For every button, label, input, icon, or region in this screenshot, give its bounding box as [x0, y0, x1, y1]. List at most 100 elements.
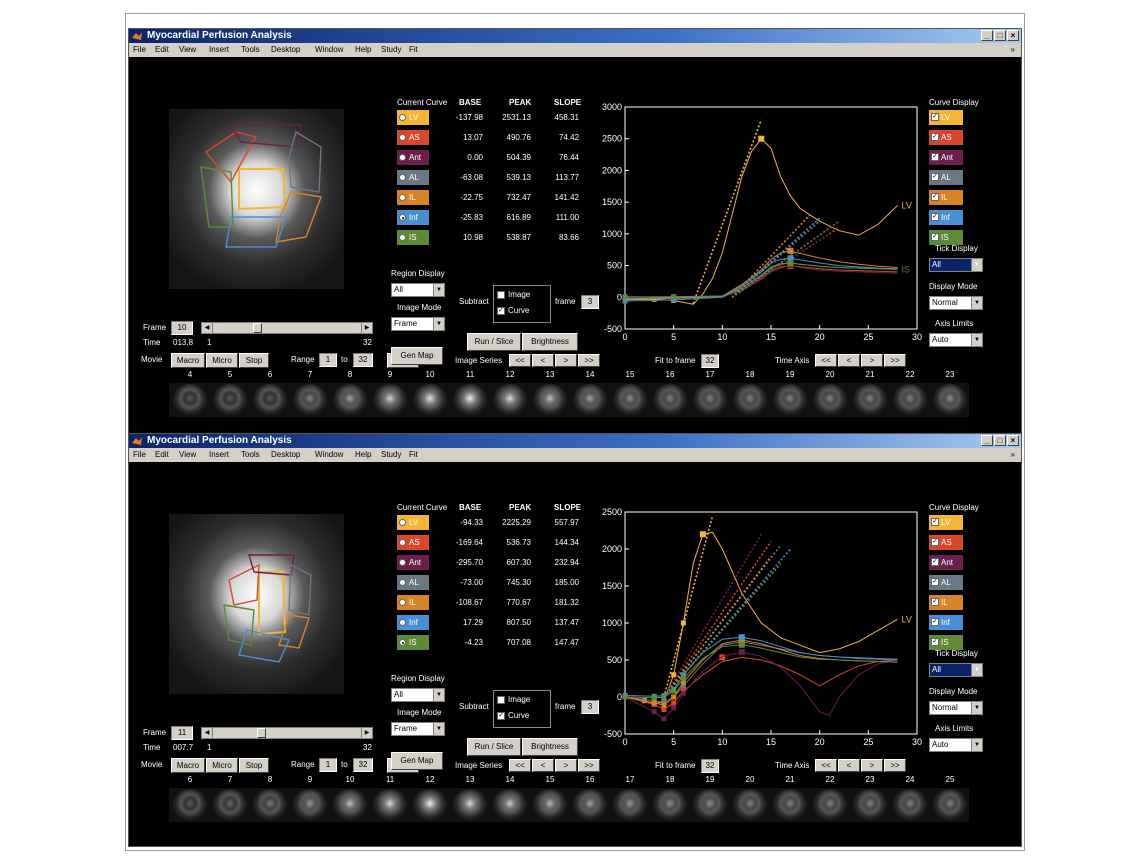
- curve-display-al[interactable]: ✓ AL: [929, 575, 963, 590]
- thumbnail-image[interactable]: [413, 789, 447, 821]
- myocardium-image[interactable]: [169, 109, 344, 289]
- image-mode-select[interactable]: Frame ▼: [391, 317, 445, 331]
- series-last-button[interactable]: >>: [578, 759, 600, 772]
- thumbnail-image[interactable]: [373, 384, 407, 416]
- region-radio-is[interactable]: IS: [397, 230, 429, 245]
- curve-display-lv[interactable]: ✓ LV: [929, 110, 963, 125]
- chevron-down-icon[interactable]: ▼: [433, 723, 444, 735]
- range-from-field[interactable]: 1: [319, 758, 337, 772]
- subtract-curve-checkbox[interactable]: ✓: [497, 307, 505, 315]
- stop-button[interactable]: Stop: [239, 353, 269, 368]
- thumbnail-image[interactable]: [453, 789, 487, 821]
- thumbnail-image[interactable]: [853, 789, 887, 821]
- region-radio-lv[interactable]: LV: [397, 110, 429, 125]
- tick-display-select[interactable]: All ▼: [929, 663, 983, 677]
- checkbox-icon[interactable]: ✓: [931, 153, 939, 161]
- chevron-down-icon[interactable]: ▼: [971, 702, 982, 714]
- slider-right-icon[interactable]: ▶: [361, 323, 372, 333]
- range-to-field[interactable]: 32: [353, 353, 373, 367]
- close-button[interactable]: ×: [1007, 435, 1019, 446]
- thumbnail-image[interactable]: [453, 384, 487, 416]
- chevron-down-icon[interactable]: ▼: [971, 259, 982, 271]
- checkbox-icon[interactable]: ✓: [931, 193, 939, 201]
- curve-display-inf[interactable]: ✓ Inf: [929, 615, 963, 630]
- checkbox-icon[interactable]: ✓: [931, 598, 939, 606]
- chevron-down-icon[interactable]: ▼: [971, 739, 982, 751]
- thumbnail-image[interactable]: [933, 789, 967, 821]
- thumbnail-image[interactable]: [813, 789, 847, 821]
- menu-edit[interactable]: Edit: [155, 450, 169, 459]
- thumbnail-image[interactable]: [493, 789, 527, 821]
- tick-display-select[interactable]: All ▼: [929, 258, 983, 272]
- checkbox-icon[interactable]: ✓: [931, 558, 939, 566]
- thumbnail-image[interactable]: [293, 789, 327, 821]
- chevron-down-icon[interactable]: ▼: [971, 664, 982, 676]
- thumbnail-image[interactable]: [773, 789, 807, 821]
- radio-icon[interactable]: [399, 134, 406, 141]
- region-radio-is[interactable]: IS: [397, 635, 429, 650]
- menu-desktop[interactable]: Desktop: [271, 450, 301, 459]
- thumbnail-image[interactable]: [533, 384, 567, 416]
- time-prev-button[interactable]: <: [838, 354, 860, 367]
- region-radio-lv[interactable]: LV: [397, 515, 429, 530]
- brightness-button[interactable]: Brightness: [522, 738, 578, 756]
- menu-view[interactable]: View: [179, 45, 197, 54]
- thumbnail-image[interactable]: [573, 384, 607, 416]
- radio-icon[interactable]: [399, 599, 406, 606]
- menu-study[interactable]: Study: [381, 450, 402, 459]
- checkbox-icon[interactable]: ✓: [931, 578, 939, 586]
- menu-help[interactable]: Help: [355, 450, 372, 459]
- minimize-button[interactable]: _: [981, 30, 993, 41]
- range-to-field[interactable]: 32: [353, 758, 373, 772]
- menu-desktop[interactable]: Desktop: [271, 45, 301, 54]
- menu-fit[interactable]: Fit: [409, 450, 418, 459]
- radio-icon[interactable]: [399, 619, 406, 626]
- thumbnail-image[interactable]: [573, 789, 607, 821]
- radio-icon[interactable]: [399, 234, 406, 241]
- menu-help[interactable]: Help: [355, 45, 372, 54]
- run-slice-button[interactable]: Run / Slice: [467, 333, 521, 351]
- curve-display-inf[interactable]: ✓ Inf: [929, 210, 963, 225]
- menu-window[interactable]: Window: [315, 45, 344, 54]
- curve-display-al[interactable]: ✓ AL: [929, 170, 963, 185]
- range-from-field[interactable]: 1: [319, 353, 337, 367]
- time-prev-button[interactable]: <: [838, 759, 860, 772]
- brightness-button[interactable]: Brightness: [522, 333, 578, 351]
- region-radio-inf[interactable]: Inf: [397, 210, 429, 225]
- thumbnail-image[interactable]: [653, 789, 687, 821]
- frame-field[interactable]: 11: [171, 726, 193, 740]
- display-mode-select[interactable]: Normal ▼: [929, 296, 983, 310]
- checkbox-icon[interactable]: ✓: [931, 233, 939, 241]
- curve-display-as[interactable]: ✓ AS: [929, 535, 963, 550]
- thumbnail-image[interactable]: [253, 384, 287, 416]
- menu-overflow-arrow-icon[interactable]: »: [1010, 450, 1015, 459]
- radio-icon[interactable]: [399, 519, 406, 526]
- thumbnail-image[interactable]: [813, 384, 847, 416]
- menu-view[interactable]: View: [179, 450, 197, 459]
- axis-limits-select[interactable]: Auto ▼: [929, 738, 983, 752]
- checkbox-icon[interactable]: ✓: [931, 618, 939, 626]
- thumbnail-image[interactable]: [653, 384, 687, 416]
- micro-button[interactable]: Micro: [206, 758, 238, 773]
- close-button[interactable]: ×: [1007, 30, 1019, 41]
- gen-map-button[interactable]: Gen Map: [391, 347, 443, 365]
- series-prev-button[interactable]: <: [532, 759, 554, 772]
- title-bar[interactable]: Myocardial Perfusion Analysis _ □ ×: [129, 434, 1021, 448]
- slider-thumb[interactable]: [257, 728, 267, 738]
- frame-slider[interactable]: ◀ ▶: [201, 322, 373, 334]
- image-mode-select[interactable]: Frame ▼: [391, 722, 445, 736]
- slider-thumb[interactable]: [253, 323, 263, 333]
- region-radio-il[interactable]: IL: [397, 595, 429, 610]
- maximize-button[interactable]: □: [994, 30, 1006, 41]
- fit-to-frame-field[interactable]: 32: [701, 759, 719, 773]
- thumbnail-image[interactable]: [533, 789, 567, 821]
- time-next-button[interactable]: >: [861, 759, 883, 772]
- menu-file[interactable]: File: [133, 45, 146, 54]
- time-next-button[interactable]: >: [861, 354, 883, 367]
- region-radio-al[interactable]: AL: [397, 575, 429, 590]
- radio-icon[interactable]: [399, 214, 406, 221]
- region-radio-ant[interactable]: Ant: [397, 555, 429, 570]
- curve-display-il[interactable]: ✓ IL: [929, 190, 963, 205]
- region-radio-il[interactable]: IL: [397, 190, 429, 205]
